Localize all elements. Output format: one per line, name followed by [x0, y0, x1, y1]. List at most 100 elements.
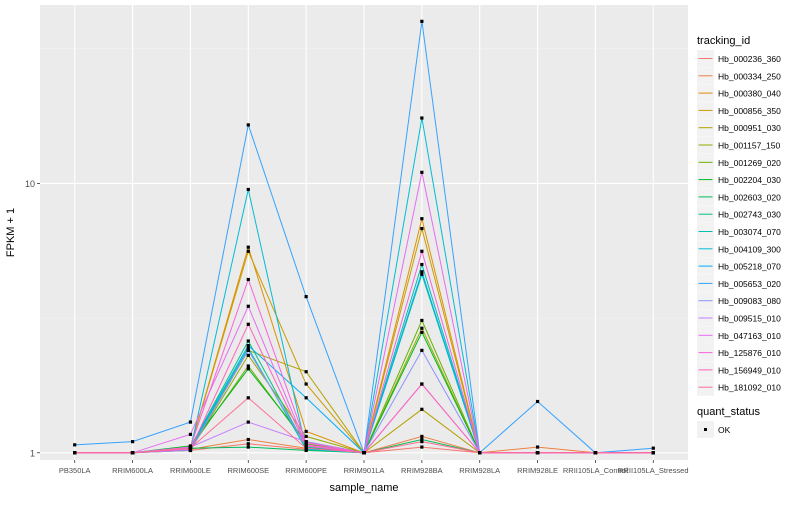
data-point [420, 330, 424, 334]
data-point [246, 277, 250, 282]
legend-label: Hb_001269_020 [718, 158, 781, 168]
data-point [420, 348, 424, 352]
legend-label: Hb_002603_020 [718, 192, 781, 202]
legend-label: Hb_000380_040 [718, 89, 781, 99]
legend-item-Hb_001157_150: Hb_001157_150 [697, 136, 781, 154]
legend-label: Hb_000334_250 [718, 71, 781, 81]
legend-item-Hb_000951_030: Hb_000951_030 [697, 119, 781, 137]
legend-item-Hb_009515_010: Hb_009515_010 [697, 309, 781, 327]
data-point [130, 451, 135, 455]
data-point [246, 437, 250, 442]
x-tick-label: RRIM928BA [401, 466, 443, 475]
data-point [246, 353, 250, 357]
legend2-label: OK [718, 425, 731, 435]
legend2-key-point [704, 428, 707, 431]
legend-label: Hb_156949_010 [718, 365, 781, 375]
data-point [304, 370, 308, 374]
legend-item-Hb_005218_070: Hb_005218_070 [697, 257, 781, 275]
data-point [420, 116, 424, 120]
y-tick-label: 1 [30, 448, 35, 458]
legend-item-Hb_125876_010: Hb_125876_010 [697, 344, 781, 362]
data-point [130, 440, 135, 444]
legend-label: Hb_001157_150 [718, 141, 781, 151]
data-point [73, 443, 77, 447]
legend2-item: OK [697, 421, 731, 438]
data-point [246, 322, 250, 326]
x-tick-label: RRIM901LA [344, 466, 385, 475]
data-point [246, 348, 250, 352]
legend-title: tracking_id [697, 35, 750, 47]
legend-item-Hb_004109_300: Hb_004109_300 [697, 240, 781, 258]
data-point [420, 270, 424, 274]
data-point [246, 344, 250, 348]
legend-label: Hb_005218_070 [718, 262, 781, 272]
legend-label: Hb_002743_030 [718, 210, 781, 220]
legend2-items: OK [697, 421, 731, 438]
legend-label: Hb_009515_010 [718, 314, 781, 324]
data-point [420, 437, 424, 442]
data-point [246, 249, 250, 253]
data-point [304, 434, 308, 439]
data-point [304, 396, 308, 400]
legend-label: Hb_004109_300 [718, 244, 781, 254]
data-point [420, 445, 424, 449]
x-tick-label: RRII105LA_Control [563, 466, 628, 475]
legend-item-Hb_000380_040: Hb_000380_040 [697, 84, 781, 102]
data-point [304, 446, 308, 450]
legend-item-Hb_003074_070: Hb_003074_070 [697, 223, 781, 240]
legend-item-Hb_000236_360: Hb_000236_360 [697, 50, 781, 67]
legend-item-Hb_009083_080: Hb_009083_080 [697, 292, 781, 310]
data-point [246, 346, 250, 350]
legend-item-Hb_156949_010: Hb_156949_010 [697, 361, 781, 379]
y-axis-label: FPKM + 1 [5, 208, 17, 257]
y-tick-label: 10 [25, 179, 35, 189]
data-point [304, 295, 308, 299]
data-point [593, 451, 598, 455]
data-point [246, 445, 250, 449]
x-tick-label: RRIM928LA [459, 466, 500, 475]
legend-item-Hb_047163_010: Hb_047163_010 [697, 326, 781, 344]
x-tick-label: RRIM600PE [285, 466, 327, 475]
data-point [246, 420, 250, 424]
data-point [304, 441, 308, 445]
data-point [535, 445, 540, 449]
legend-item-Hb_002743_030: Hb_002743_030 [697, 205, 781, 223]
data-point [420, 217, 424, 221]
data-point [188, 446, 193, 450]
data-point [420, 272, 424, 276]
data-point [420, 382, 424, 386]
legend2-title: quant_status [697, 406, 760, 418]
data-point [420, 440, 424, 444]
data-point [651, 446, 655, 450]
y-axis: 1 10 [25, 179, 40, 458]
data-point [246, 442, 250, 446]
data-point [246, 364, 250, 368]
data-point [304, 382, 308, 386]
data-point [420, 249, 424, 253]
data-point [420, 262, 424, 267]
data-point [535, 451, 540, 455]
legend-label: Hb_009083_080 [718, 296, 781, 306]
data-point [188, 420, 193, 424]
data-point [246, 245, 250, 249]
legend-label: Hb_125876_010 [718, 348, 781, 358]
data-point [362, 451, 366, 455]
data-point [420, 407, 424, 411]
data-point [478, 451, 482, 455]
x-tick-label: RRIM600LE [170, 466, 211, 475]
data-point [304, 429, 308, 434]
data-point [246, 187, 250, 192]
data-point [420, 318, 424, 323]
x-axis: PB350LA RRIM600LA RRIM600LE RRIM600SE RRIM60… [59, 460, 689, 475]
legend-item-Hb_002603_020: Hb_002603_020 [697, 188, 781, 206]
data-point [535, 399, 540, 404]
data-point [420, 434, 424, 439]
legend-label: Hb_181092_010 [718, 383, 781, 393]
legend: tracking_id Hb_000236_360 Hb_000334_250 Hb… [697, 35, 781, 438]
x-tick-label: RRIM600LA [112, 466, 153, 475]
x-axis-label: sample_name [329, 482, 398, 494]
data-point [420, 19, 424, 23]
legend-item-Hb_001269_020: Hb_001269_020 [697, 153, 781, 171]
